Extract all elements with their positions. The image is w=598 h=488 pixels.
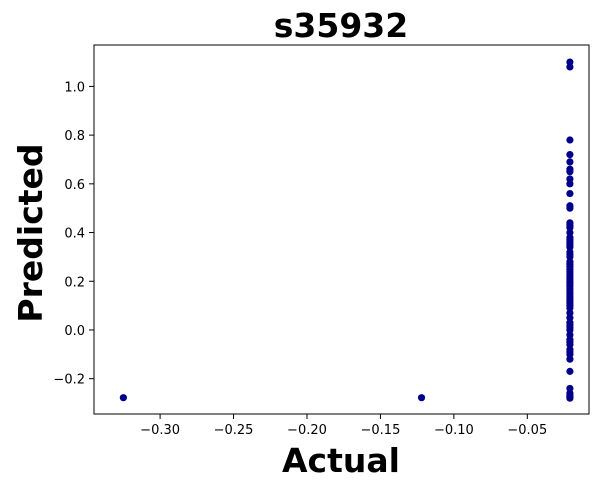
data-point <box>566 158 574 166</box>
y-tick-label: 0.0 <box>64 324 85 339</box>
data-point <box>566 367 574 375</box>
x-tick-label: −0.10 <box>434 423 474 438</box>
data-point <box>417 394 426 402</box>
x-tick-label: −0.15 <box>361 423 401 438</box>
data-point <box>566 299 574 307</box>
y-tick-label: 0.2 <box>64 275 85 290</box>
chart-title: s35932 <box>274 6 408 45</box>
data-points <box>119 58 574 402</box>
data-point <box>566 165 574 173</box>
plot-frame <box>93 44 590 415</box>
data-point <box>566 280 574 288</box>
y-tick-label: 1.0 <box>64 80 85 95</box>
data-point <box>566 319 574 327</box>
data-point <box>566 250 574 259</box>
x-tick-label: −0.20 <box>287 423 327 438</box>
plot-area <box>93 44 590 415</box>
data-point <box>566 151 574 159</box>
data-point <box>566 202 574 210</box>
data-point <box>566 236 574 244</box>
data-point <box>566 384 574 393</box>
x-tick-label: −0.30 <box>140 423 180 438</box>
y-tick-label: 0.4 <box>64 227 85 242</box>
x-axis-ticks: −0.30 −0.25 −0.20 −0.15 −0.10 −0.05 <box>140 414 547 438</box>
data-point <box>119 394 127 402</box>
x-axis-label: Actual <box>282 441 400 480</box>
y-tick-label: −0.2 <box>53 373 85 388</box>
data-point <box>566 221 574 229</box>
data-point <box>566 270 574 278</box>
x-tick-label: −0.25 <box>214 423 254 438</box>
data-point <box>566 136 574 144</box>
data-point <box>566 338 574 346</box>
y-tick-label: 0.6 <box>64 178 85 193</box>
y-axis-label: Predicted <box>11 143 50 322</box>
data-point <box>566 58 574 66</box>
y-tick-label: 0.8 <box>64 129 85 144</box>
data-point <box>566 189 574 198</box>
x-tick-label: −0.05 <box>507 423 547 438</box>
data-point <box>566 175 574 183</box>
data-point <box>566 348 574 356</box>
y-axis-ticks: −0.2 0.0 0.2 0.4 0.6 0.8 1.0 <box>53 80 94 388</box>
data-point <box>566 260 574 268</box>
